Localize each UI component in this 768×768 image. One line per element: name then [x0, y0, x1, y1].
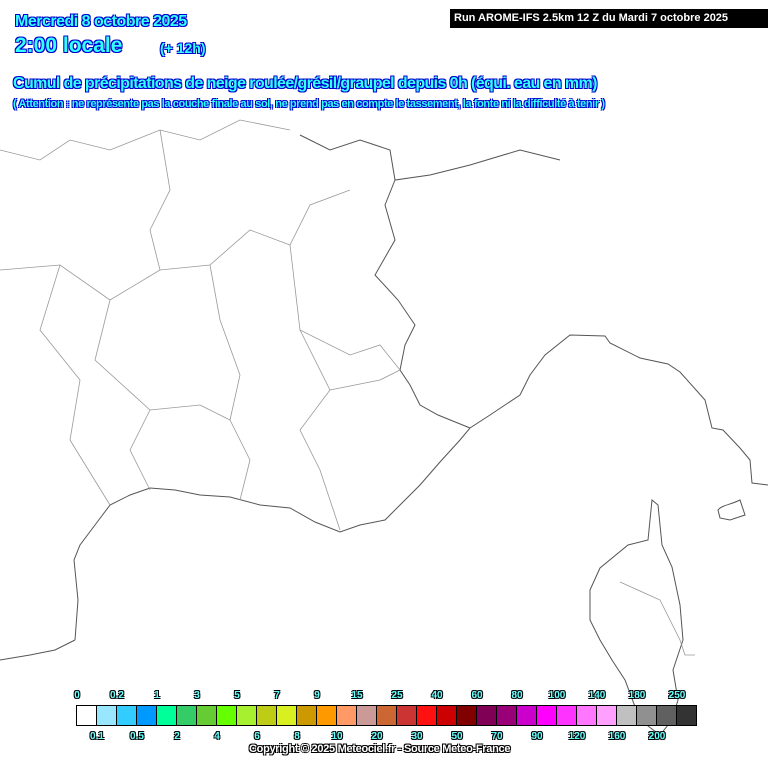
- legend-swatch: [577, 706, 597, 725]
- legend-label: 2: [174, 731, 180, 742]
- island-elba: [717, 499, 746, 521]
- legend-label: 90: [531, 731, 543, 742]
- legend-swatch: [537, 706, 557, 725]
- legend-swatch: [637, 706, 657, 725]
- legend-swatch: [417, 706, 437, 725]
- forecast-hour: 2:00 locale: [15, 34, 123, 57]
- legend-swatch: [317, 706, 337, 725]
- legend-label: 9: [314, 690, 320, 701]
- legend-swatch: [97, 706, 117, 725]
- legend-swatch: [177, 706, 197, 725]
- legend-label: 120: [568, 731, 586, 742]
- legend-label: 4: [214, 731, 220, 742]
- lead-time: (+ 12h): [160, 40, 206, 56]
- legend-swatch: [397, 706, 417, 725]
- legend-swatch: [657, 706, 677, 725]
- legend-swatch: [277, 706, 297, 725]
- legend-label: 7: [274, 690, 280, 701]
- copyright: Copyright © 2025 Meteociel.fr - Source M…: [249, 743, 511, 755]
- region-borders: [0, 119, 695, 656]
- legend-swatch: [457, 706, 477, 725]
- legend-swatch: [497, 706, 517, 725]
- legend-label: 0.1: [90, 731, 104, 742]
- legend-label: 5: [234, 690, 240, 701]
- legend-label: 0.2: [110, 690, 124, 701]
- legend-swatch: [237, 706, 257, 725]
- legend-swatch: [157, 706, 177, 725]
- forecast-date: Mercredi 8 octobre 2025: [15, 13, 187, 30]
- legend-swatch: [137, 706, 157, 725]
- color-scale-bar: [76, 705, 697, 726]
- legend-swatch: [437, 706, 457, 725]
- legend-label: 0.5: [130, 731, 144, 742]
- legend-swatch: [677, 706, 696, 725]
- legend-swatch: [257, 706, 277, 725]
- legend-label: 180: [628, 690, 646, 701]
- legend-swatch: [517, 706, 537, 725]
- border-switzerland: [299, 134, 561, 181]
- legend-label: 10: [331, 731, 343, 742]
- legend-label: 15: [351, 690, 363, 701]
- legend-swatch: [297, 706, 317, 725]
- legend-label: 3: [194, 690, 200, 701]
- legend-swatch: [117, 706, 137, 725]
- legend-swatch: [217, 706, 237, 725]
- legend-label: 80: [511, 690, 523, 701]
- legend-label: 50: [451, 731, 463, 742]
- legend-label: 6: [254, 731, 260, 742]
- legend-label: 40: [431, 690, 443, 701]
- legend-label: 140: [588, 690, 606, 701]
- legend-swatch: [597, 706, 617, 725]
- legend-swatch: [357, 706, 377, 725]
- legend-swatch: [197, 706, 217, 725]
- run-info: Run AROME-IFS 2.5km 12 Z du Mardi 7 octo…: [450, 9, 768, 28]
- legend-label: 25: [391, 690, 403, 701]
- legend-label: 8: [294, 731, 300, 742]
- legend-label: 60: [471, 690, 483, 701]
- legend-swatch: [557, 706, 577, 725]
- border-spain: [0, 639, 76, 661]
- legend-swatch: [477, 706, 497, 725]
- legend-label: 100: [548, 690, 566, 701]
- legend-label: 160: [608, 731, 626, 742]
- map-title: Cumul de précipitations de neige roulée/…: [13, 75, 597, 92]
- legend-label: 200: [648, 731, 666, 742]
- legend-label: 1: [154, 690, 160, 701]
- legend-label: 250: [668, 690, 686, 701]
- legend-label: 30: [411, 731, 423, 742]
- legend-swatch: [77, 706, 97, 725]
- legend-label: 70: [491, 731, 503, 742]
- legend-swatch: [337, 706, 357, 725]
- coastline-mainland: [73, 334, 768, 641]
- legend-swatch: [377, 706, 397, 725]
- border-italy: [374, 179, 471, 429]
- legend-label: 0: [74, 690, 80, 701]
- legend-swatch: [617, 706, 637, 725]
- map-warning: ( Attention : ne représente pas la couch…: [13, 98, 605, 110]
- legend-label: 20: [371, 731, 383, 742]
